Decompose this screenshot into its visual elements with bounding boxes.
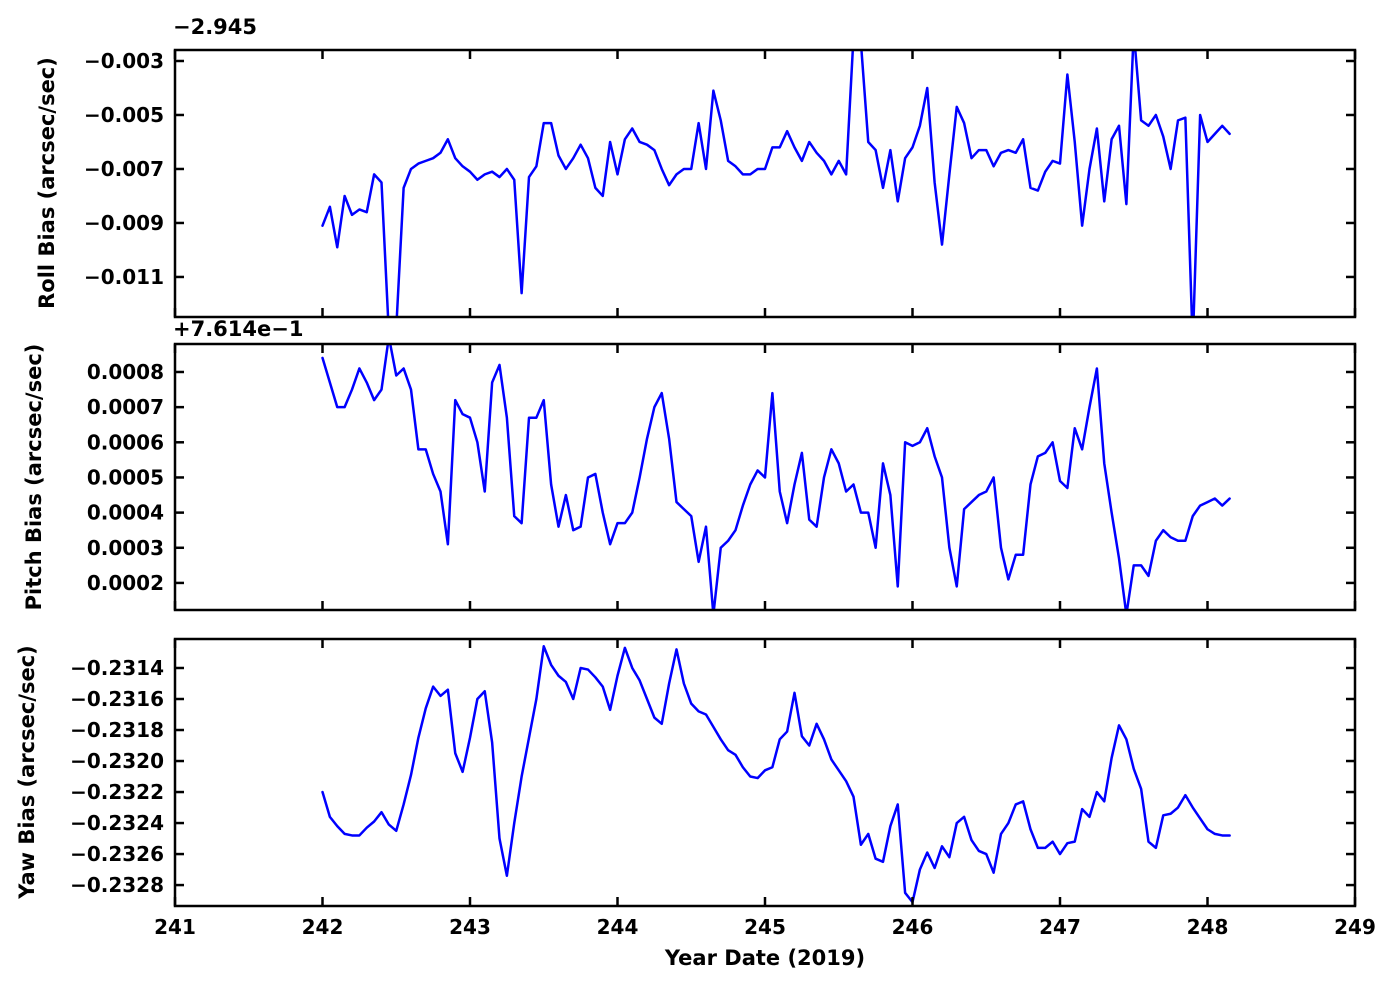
x-tick-label: 244 <box>597 915 639 939</box>
yaw-y-tick-label: −0.2322 <box>70 780 164 804</box>
yaw-y-tick-label: −0.2314 <box>70 656 164 680</box>
x-tick-label: 243 <box>449 915 491 939</box>
roll-y-tick-label: −0.007 <box>84 157 164 181</box>
x-tick-label: 249 <box>1334 915 1376 939</box>
yaw-y-axis-label: Yaw Bias (arcsec/sec) <box>15 645 39 899</box>
yaw-y-tick-label: −0.2328 <box>70 873 164 897</box>
yaw-y-tick-label: −0.2316 <box>70 687 164 711</box>
roll-y-tick-label: −0.009 <box>84 211 164 235</box>
pitch-y-tick-label: 0.0002 <box>87 571 164 595</box>
roll-y-tick-label: −0.003 <box>84 49 164 73</box>
x-tick-label: 245 <box>744 915 786 939</box>
x-tick-label: 242 <box>302 915 344 939</box>
roll-axes-frame <box>173 48 1357 319</box>
pitch-axis-offset-label: +7.614e−1 <box>173 317 304 341</box>
yaw-y-tick-label: −0.2320 <box>70 749 164 773</box>
pitch-y-tick-label: 0.0007 <box>87 395 164 419</box>
pitch-y-tick-label: 0.0006 <box>87 430 164 454</box>
roll-y-tick-label: −0.005 <box>84 103 164 127</box>
yaw-y-tick-label: −0.2326 <box>70 842 164 866</box>
x-tick-label: 241 <box>154 915 196 939</box>
pitch-bias-line <box>321 344 1231 610</box>
x-tick-label: 247 <box>1039 915 1081 939</box>
yaw-bias-line <box>321 645 1231 904</box>
pitch-y-tick-label: 0.0003 <box>87 536 164 560</box>
yaw-axes-frame <box>173 637 1357 908</box>
roll-axis-offset-label: −2.945 <box>173 15 258 39</box>
pitch-y-tick-label: 0.0005 <box>87 465 164 489</box>
pitch-y-tick-label: 0.0004 <box>87 501 164 525</box>
roll-y-tick-label: −0.011 <box>84 265 164 289</box>
x-tick-label: 248 <box>1187 915 1229 939</box>
yaw-y-tick-label: −0.2318 <box>70 718 164 742</box>
pitch-y-tick-label: 0.0008 <box>87 360 164 384</box>
roll-bias-line <box>321 50 1231 317</box>
x-axis-label: Year Date (2019) <box>664 946 866 970</box>
x-tick-label: 246 <box>892 915 934 939</box>
yaw-y-tick-label: −0.2324 <box>70 811 164 835</box>
